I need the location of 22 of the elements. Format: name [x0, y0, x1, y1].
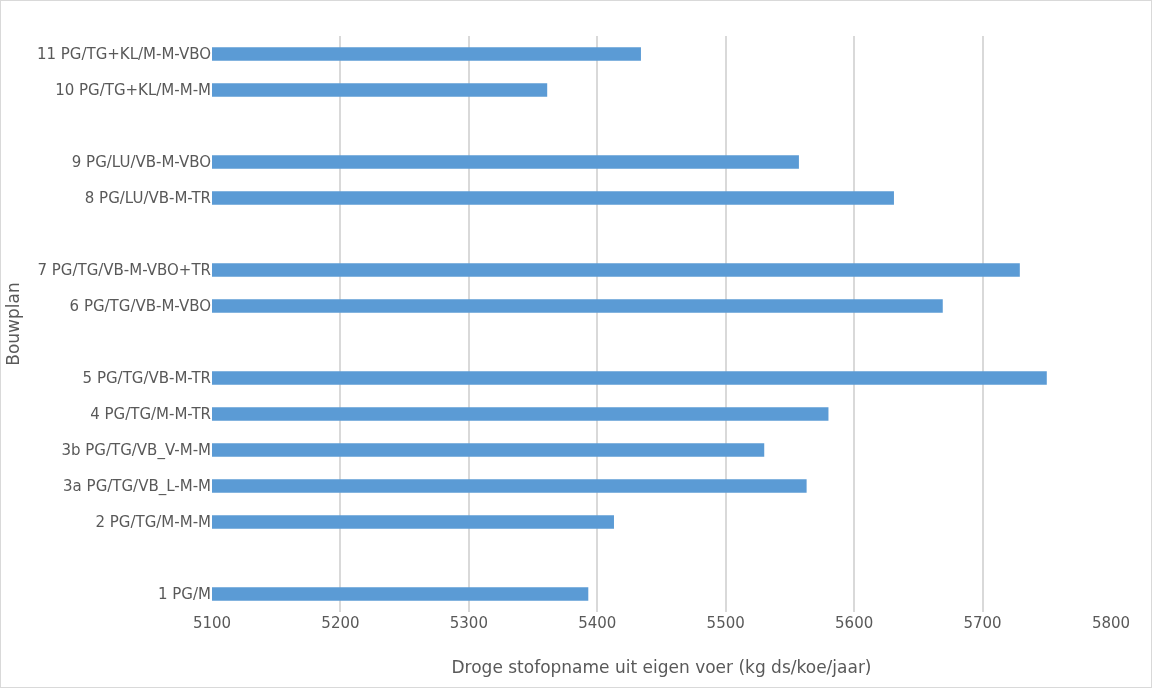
y-tick-label: 4 PG/TG/M-M-TR [90, 405, 211, 424]
y-tick-label: 2 PG/TG/M-M-M [95, 513, 211, 532]
y-tick-label: 10 PG/TG+KL/M-M-M [55, 81, 211, 100]
x-tick-label: 5800 [1091, 614, 1131, 632]
y-tick-label: 8 PG/LU/VB-M-TR [84, 189, 211, 208]
x-tick-label: 5200 [321, 614, 360, 632]
y-tick-label: 5 PG/TG/VB-M-TR [82, 369, 211, 388]
y-tick-label: 7 PG/TG/VB-M-VBO+TR [37, 261, 211, 280]
y-axis-title: Bouwplan [3, 282, 24, 366]
y-tick-label: 3a PG/TG/VB_L-M-M [63, 477, 211, 497]
x-tick-label: 5500 [706, 614, 745, 632]
x-tick-label: 5700 [963, 614, 1002, 632]
x-tick-label: 5300 [449, 614, 488, 632]
x-tick-label: 5400 [578, 614, 617, 632]
y-tick-label: 3b PG/TG/VB_V-M-M [61, 441, 211, 461]
y-tick-label: 11 PG/TG+KL/M-M-VBO [36, 45, 211, 64]
y-tick-label: 6 PG/TG/VB-M-VBO [69, 297, 211, 316]
x-axis-title: Droge stofopname uit eigen voer (kg ds/koe/jaar) [451, 657, 872, 677]
x-tick-label: 5600 [835, 614, 874, 632]
y-tick-label: 9 PG/LU/VB-M-VBO [71, 153, 211, 172]
y-tick-label: 1 PG/M [158, 585, 211, 604]
x-tick-label: 5100 [192, 614, 232, 632]
